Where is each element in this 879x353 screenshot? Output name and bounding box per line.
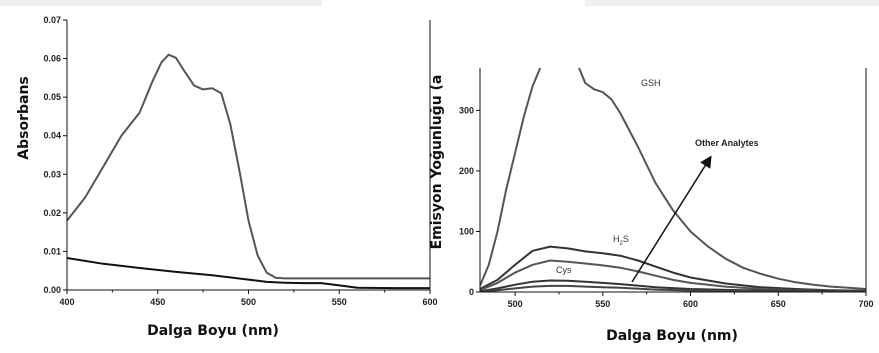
emission-x-tick-label: 500 [508,299,523,309]
absorbance-y-tick-label: 0.06 [43,54,61,64]
absorbance-y-tick-label: 0.05 [43,92,61,102]
absorbance-y-tick-label: 0.02 [43,208,61,218]
absorbance-y-tick-label: 0.04 [43,131,61,141]
absorbance-x-tick-label: 500 [241,297,256,307]
annotation-h2s-subscript: 2 [620,241,624,247]
absorbance-x-tick-label: 400 [59,297,74,307]
absorbance-x-tick-label: 550 [332,297,347,307]
emission-x-tick-label: 550 [595,299,610,309]
absorbance-axes [66,20,431,291]
emission-series-group [480,68,866,292]
absorbance-x-tick-label: 450 [150,297,165,307]
annotation-h2s-main: H [613,234,620,244]
absorbance-series-group [66,53,430,290]
annotation-h2s: H2S [613,234,629,247]
absorbance-x-tick-label: 600 [422,297,437,307]
emission-y-tick-label: 300 [459,105,474,115]
emission-series-line-3 [480,259,866,292]
page-strip-right [585,0,879,6]
emission-y-tick-label: 0 [469,287,474,297]
emission-y-tick-label: 200 [459,166,474,176]
emission-x-axis-title: Dalga Boyu (nm) [606,328,738,344]
absorbance-y-axis-title: Absorbans [16,76,32,159]
annotation-h2s-tail: S [623,234,629,244]
annotation-other-analytes: Other Analytes [695,138,759,148]
emission-series-line-1 [480,68,866,290]
emission-y-tick-label: 100 [459,226,474,236]
emission-x-tick-label: 700 [858,299,873,309]
absorbance-chart: 400 450 500 550 600 0.00 0.01 0.02 0.03 0.04 0.05… [16,15,438,339]
other-analytes-arrow [631,155,712,283]
emission-x-ticks: 500 550 600 650 700 [508,292,874,309]
emission-series-line-5 [480,284,866,292]
emission-y-axis-title: Emisyon Yoğunluğu (a [429,75,445,250]
annotation-cys: Cys [556,265,572,275]
emission-axes [479,68,867,293]
emission-x-tick-label: 650 [771,299,786,309]
absorbance-y-tick-label: 0.00 [43,285,61,295]
absorbance-x-axis-title: Dalga Boyu (nm) [147,323,279,339]
emission-chart: 500 550 600 650 700 0 100 200 300 GSH H2S Cys O… [429,68,874,344]
absorbance-x-ticks: 400 450 500 550 600 [59,290,438,307]
emission-x-tick-label: 600 [683,299,698,309]
absorbance-y-tick-label: 0.03 [43,169,61,179]
absorbance-series-line-2 [66,257,430,290]
absorbance-y-ticks: 0.00 0.01 0.02 0.03 0.04 0.05 0.06 0.07 [43,15,67,295]
absorbance-y-tick-label: 0.07 [43,15,61,25]
emission-y-ticks: 0 100 200 300 [459,105,480,297]
emission-series-line-2 [480,245,866,292]
page-strip-left [0,0,322,6]
annotation-gsh: GSH [641,78,661,88]
absorbance-y-tick-label: 0.01 [43,246,61,256]
absorbance-series-line-1 [66,53,430,280]
